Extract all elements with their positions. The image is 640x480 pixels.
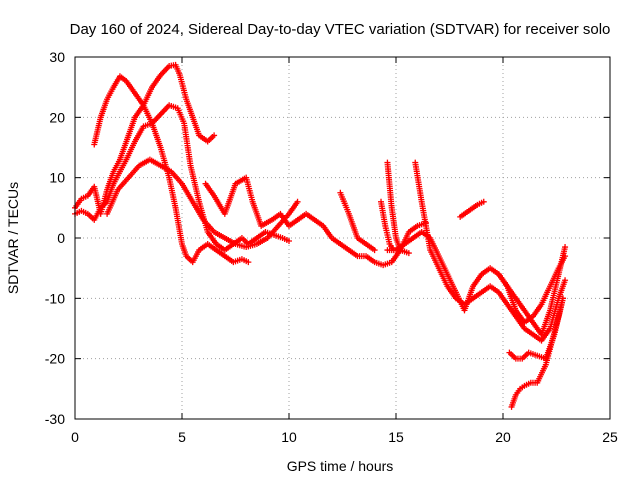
series-track-j (508, 295, 566, 410)
series-track-l (337, 189, 378, 254)
y-tick-label: -20 (45, 351, 65, 367)
data-point-mark (480, 198, 487, 205)
y-tick-label: 20 (49, 109, 65, 125)
data-point-mark (390, 247, 397, 254)
data-point-mark (371, 247, 378, 254)
x-axis-label: GPS time / hours (287, 458, 394, 474)
y-tick-label: -30 (45, 411, 65, 427)
y-tick-label: 30 (49, 49, 65, 65)
x-tick-label: 0 (71, 429, 79, 445)
data-point-mark (559, 295, 566, 302)
series-track-a (91, 73, 252, 266)
y-axis-label: SDTVAR / TECUs (5, 182, 21, 294)
x-tick-label: 25 (602, 429, 618, 445)
series-track-m (378, 198, 397, 254)
x-tick-label: 5 (178, 429, 186, 445)
x-tick-label: 20 (495, 429, 511, 445)
series-track-d (104, 156, 301, 251)
data-point-mark (294, 198, 301, 205)
series-track-h (495, 244, 569, 338)
data-point-mark (562, 277, 569, 284)
series-track-f (384, 228, 569, 326)
y-tick-label: 10 (49, 170, 65, 186)
x-tick-label: 10 (281, 429, 297, 445)
series-layer (72, 61, 569, 410)
series-track-n (384, 159, 412, 257)
grid (75, 57, 610, 419)
data-point-mark (286, 238, 292, 245)
data-point-mark (211, 132, 218, 139)
x-tick-label: 15 (388, 429, 404, 445)
data-point-mark (562, 244, 569, 251)
chart-title: Day 160 of 2024, Sidereal Day-to-day VTE… (70, 21, 611, 38)
data-point-mark (245, 259, 252, 266)
data-point-mark (405, 250, 412, 257)
series-track-g (412, 159, 569, 344)
y-tick-label: 0 (57, 230, 65, 246)
series-track-k (457, 198, 487, 220)
y-tick-label: -10 (45, 290, 65, 306)
axis-ticks: 0 5 10 15 20 25 -30 -20 -10 0 10 20 30 (45, 49, 618, 445)
